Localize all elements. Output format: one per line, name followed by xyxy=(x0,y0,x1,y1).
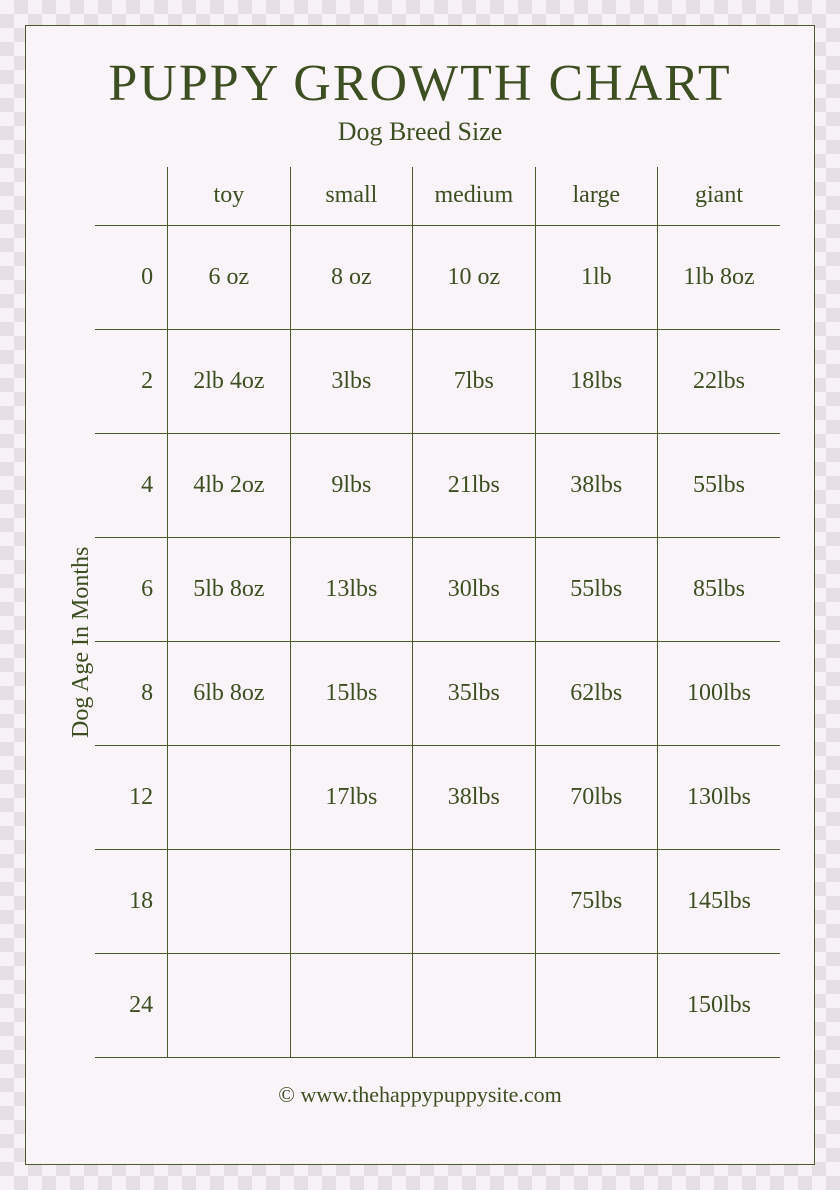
row-label: 24 xyxy=(95,953,168,1057)
table-cell: 55lbs xyxy=(658,433,780,537)
table-cell: 13lbs xyxy=(290,537,412,641)
table-body: 0 6 oz 8 oz 10 oz 1lb 1lb 8oz 2 2lb 4oz … xyxy=(95,225,780,1057)
table-cell: 6lb 8oz xyxy=(168,641,290,745)
table-cell: 1lb xyxy=(535,225,657,329)
row-label: 2 xyxy=(95,329,168,433)
table-cell: 75lbs xyxy=(535,849,657,953)
table-cell: 8 oz xyxy=(290,225,412,329)
table-cell: 2lb 4oz xyxy=(168,329,290,433)
table-row: 2 2lb 4oz 3lbs 7lbs 18lbs 22lbs xyxy=(95,329,780,433)
table-cell xyxy=(168,849,290,953)
table-cell xyxy=(290,953,412,1057)
row-label: 6 xyxy=(95,537,168,641)
table-cell: 21lbs xyxy=(413,433,535,537)
row-label: 8 xyxy=(95,641,168,745)
table-cell: 9lbs xyxy=(290,433,412,537)
table-cell: 5lb 8oz xyxy=(168,537,290,641)
table-cell xyxy=(168,745,290,849)
table-row: 4 4lb 2oz 9lbs 21lbs 38lbs 55lbs xyxy=(95,433,780,537)
table-cell: 4lb 2oz xyxy=(168,433,290,537)
table-container: Dog Age In Months toy small medium large… xyxy=(60,167,780,1058)
table-cell: 15lbs xyxy=(290,641,412,745)
table-row: 18 75lbs 145lbs xyxy=(95,849,780,953)
footer-credit: © www.thehappypuppysite.com xyxy=(278,1082,562,1108)
growth-table: toy small medium large giant 0 6 oz 8 oz… xyxy=(95,167,780,1058)
col-header: medium xyxy=(413,167,535,225)
col-header: toy xyxy=(168,167,290,225)
table-cell: 22lbs xyxy=(658,329,780,433)
page-subtitle: Dog Breed Size xyxy=(338,117,503,147)
table-cell xyxy=(413,953,535,1057)
table-cell: 7lbs xyxy=(413,329,535,433)
table-cell: 150lbs xyxy=(658,953,780,1057)
table-cell xyxy=(535,953,657,1057)
row-label: 0 xyxy=(95,225,168,329)
table-cell xyxy=(290,849,412,953)
table-cell: 38lbs xyxy=(413,745,535,849)
table-cell: 145lbs xyxy=(658,849,780,953)
table-cell: 35lbs xyxy=(413,641,535,745)
table-row: 12 17lbs 38lbs 70lbs 130lbs xyxy=(95,745,780,849)
table-cell: 3lbs xyxy=(290,329,412,433)
table-cell: 38lbs xyxy=(535,433,657,537)
page-title: PUPPY GROWTH CHART xyxy=(108,54,731,113)
table-cell: 1lb 8oz xyxy=(658,225,780,329)
table-row: 8 6lb 8oz 15lbs 35lbs 62lbs 100lbs xyxy=(95,641,780,745)
table-cell: 17lbs xyxy=(290,745,412,849)
table-cell: 55lbs xyxy=(535,537,657,641)
table-cell: 18lbs xyxy=(535,329,657,433)
col-header: giant xyxy=(658,167,780,225)
table-cell: 130lbs xyxy=(658,745,780,849)
table-cell: 100lbs xyxy=(658,641,780,745)
table-row: 24 150lbs xyxy=(95,953,780,1057)
col-header: small xyxy=(290,167,412,225)
table-cell: 30lbs xyxy=(413,537,535,641)
table-cell: 62lbs xyxy=(535,641,657,745)
row-label: 18 xyxy=(95,849,168,953)
table-cell xyxy=(168,953,290,1057)
table-row: 6 5lb 8oz 13lbs 30lbs 55lbs 85lbs xyxy=(95,537,780,641)
table-corner-cell xyxy=(95,167,168,225)
table-row: 0 6 oz 8 oz 10 oz 1lb 1lb 8oz xyxy=(95,225,780,329)
row-label: 12 xyxy=(95,745,168,849)
chart-page: PUPPY GROWTH CHART Dog Breed Size Dog Ag… xyxy=(25,25,815,1165)
table-cell: 10 oz xyxy=(413,225,535,329)
row-label: 4 xyxy=(95,433,168,537)
table-cell: 85lbs xyxy=(658,537,780,641)
table-cell: 70lbs xyxy=(535,745,657,849)
table-cell: 6 oz xyxy=(168,225,290,329)
col-header: large xyxy=(535,167,657,225)
y-axis-label: Dog Age In Months xyxy=(60,492,95,792)
table-header-row: toy small medium large giant xyxy=(95,167,780,225)
table-cell xyxy=(413,849,535,953)
